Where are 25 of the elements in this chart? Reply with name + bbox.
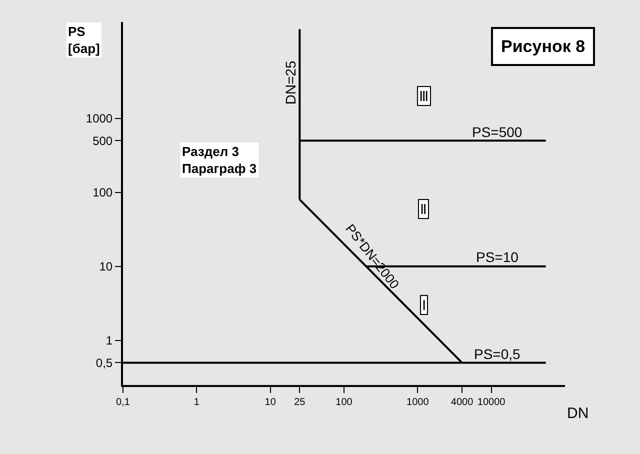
x-tick-label: 100 (336, 397, 353, 408)
y-tick-label: 1000 (86, 112, 113, 126)
annotation: Ⅰ (422, 297, 426, 313)
annotation: DN=25 (282, 60, 299, 105)
x-tick-label: 1000 (406, 397, 430, 408)
annotation: Ⅲ (419, 88, 429, 104)
x-tick-label: 25 (294, 397, 306, 408)
y-axis-title: PS [бар] (68, 24, 100, 56)
y-tick-label: 10 (99, 260, 113, 274)
y-tick-label: 0,5 (96, 356, 113, 370)
annotation: PS=0,5 (474, 346, 521, 362)
y-tick-label: 100 (92, 186, 113, 200)
x-tick-label: 1 (194, 397, 200, 408)
annotation: Раздел 3 Параграф 3 (182, 144, 257, 176)
x-tick-label: 0,1 (116, 397, 130, 408)
y-tick-label: 1 (106, 334, 113, 348)
annotation: PS=500 (472, 124, 522, 140)
x-tick-label: 10 (264, 397, 276, 408)
y-tick-label: 500 (92, 134, 113, 148)
annotation: PS=10 (476, 249, 519, 265)
x-tick-label: 4000 (450, 397, 474, 408)
x-axis-title: DN (567, 405, 589, 422)
x-tick-label: 10000 (477, 397, 506, 408)
text: Рисунок 8 (501, 37, 586, 56)
annotation: Ⅱ (420, 201, 427, 217)
